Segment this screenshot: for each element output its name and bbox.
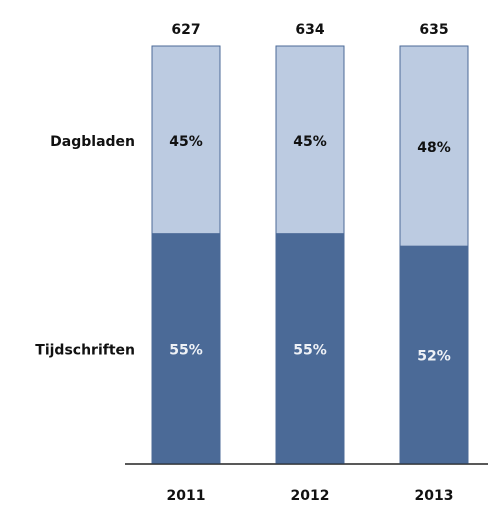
value-label: 45% [169,134,203,150]
bar-segment [151,233,221,464]
value-label: 52% [417,349,451,365]
bar-segment [399,245,469,464]
x-tick-label: 2011 [167,488,206,504]
x-tick-label: 2013 [415,488,454,504]
value-label: 55% [169,342,203,358]
total-label: 634 [295,22,324,38]
bar-segment [275,45,345,235]
bar-segment [399,45,469,247]
bar-segment [151,45,221,235]
legend-label: Tijdschriften [35,342,135,358]
value-label: 45% [293,134,327,150]
legend-label: Dagbladen [50,134,135,150]
total-label: 627 [171,22,200,38]
value-label: 48% [417,140,451,156]
x-tick-label: 2012 [291,488,330,504]
value-label: 55% [293,342,327,358]
total-label: 635 [419,22,448,38]
